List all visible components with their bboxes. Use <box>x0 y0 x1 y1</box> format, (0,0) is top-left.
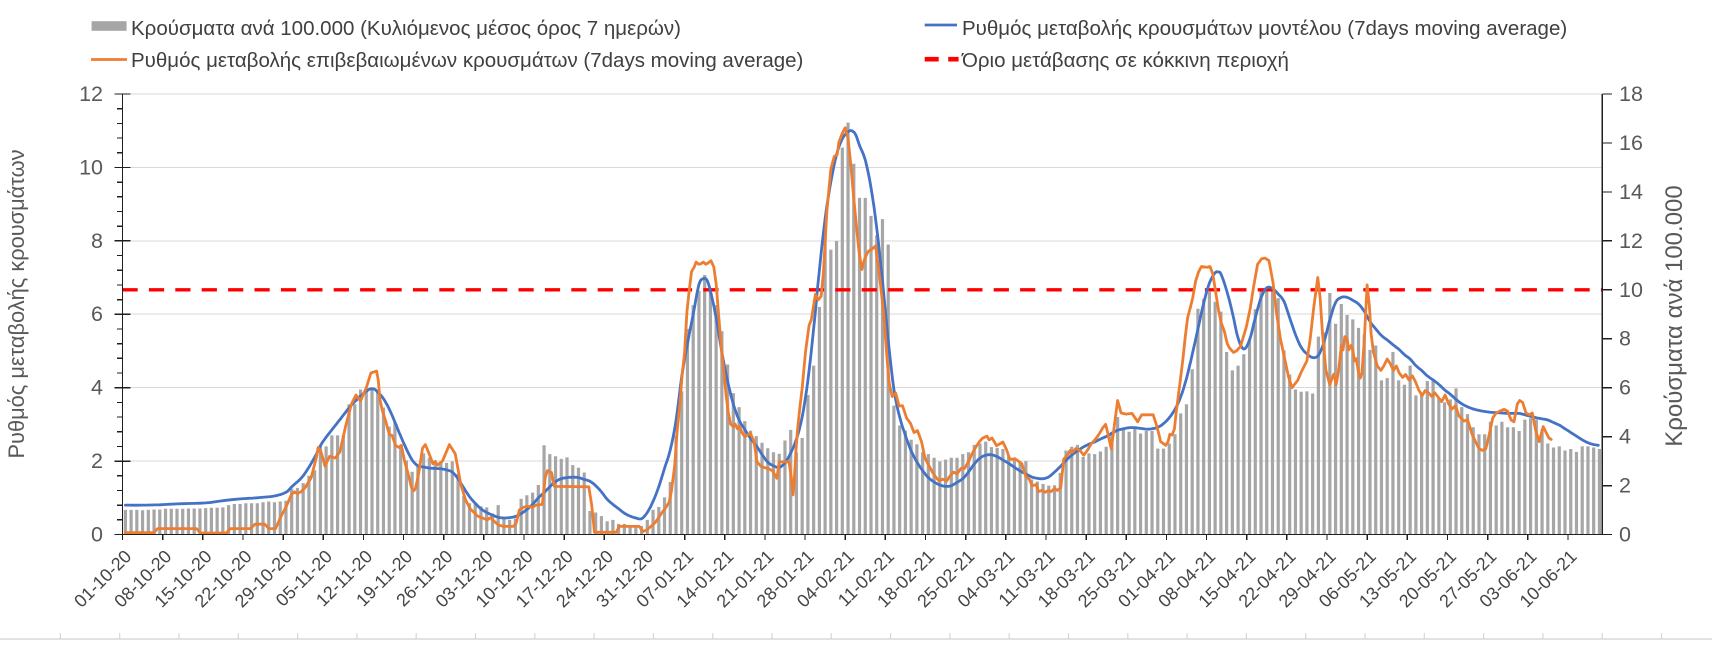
svg-text:4: 4 <box>91 376 103 400</box>
svg-text:Ρυθμός μεταβολής επιβεβαιωμένω: Ρυθμός μεταβολής επιβεβαιωμένων κρουσμάτ… <box>131 49 803 72</box>
svg-text:10: 10 <box>79 155 103 179</box>
svg-text:2: 2 <box>1619 474 1631 498</box>
svg-text:0: 0 <box>1619 523 1631 547</box>
svg-text:Κρούσματα ανά 100.000 (Κυλιόμε: Κρούσματα ανά 100.000 (Κυλιόμενος μέσος … <box>131 17 681 40</box>
svg-text:Ρυθμός μεταβολής κρουσμάτων: Ρυθμός μεταβολής κρουσμάτων <box>4 149 29 458</box>
svg-text:8: 8 <box>1619 327 1631 351</box>
svg-text:6: 6 <box>1619 376 1631 400</box>
svg-text:Ρυθμός μεταβολής κρουσμάτων μο: Ρυθμός μεταβολής κρουσμάτων μοντέλου (7d… <box>962 17 1567 40</box>
svg-text:10: 10 <box>1619 278 1643 302</box>
svg-text:4: 4 <box>1619 425 1631 449</box>
svg-text:2: 2 <box>91 449 103 473</box>
svg-text:0: 0 <box>91 523 103 547</box>
svg-text:12: 12 <box>1619 229 1643 253</box>
svg-text:12: 12 <box>79 82 103 106</box>
svg-text:16: 16 <box>1619 131 1643 155</box>
svg-text:Κρούσματα ανά 100.000: Κρούσματα ανά 100.000 <box>1661 185 1688 447</box>
svg-text:14: 14 <box>1619 180 1643 204</box>
svg-text:8: 8 <box>91 229 103 253</box>
svg-text:Όριο μετάβασης σε κόκκινη περι: Όριο μετάβασης σε κόκκινη περιοχή <box>961 49 1289 72</box>
svg-text:18: 18 <box>1619 82 1643 106</box>
svg-text:6: 6 <box>91 302 103 326</box>
